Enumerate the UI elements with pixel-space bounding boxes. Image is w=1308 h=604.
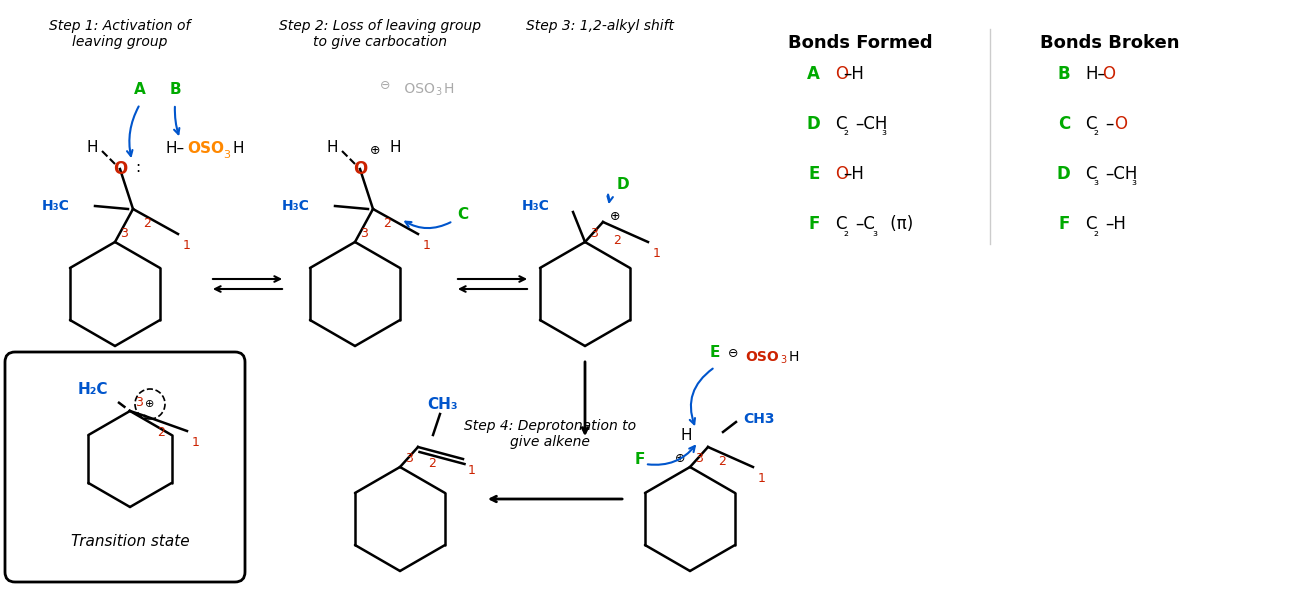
Text: Transition state: Transition state	[71, 535, 190, 550]
Text: H: H	[789, 350, 799, 364]
Text: ⊖: ⊖	[379, 79, 390, 92]
Text: ⊖: ⊖	[729, 347, 739, 360]
Text: H₃C: H₃C	[283, 199, 310, 213]
Text: C: C	[1086, 115, 1096, 133]
Text: :: :	[136, 159, 140, 175]
Text: D: D	[806, 115, 820, 133]
Text: 3: 3	[135, 396, 143, 409]
Text: 2: 2	[613, 234, 621, 247]
Text: ₃: ₃	[1093, 176, 1099, 188]
Text: Step 4: Deprotonation to
give alkene: Step 4: Deprotonation to give alkene	[464, 419, 636, 449]
Text: Step 1: Activation of
leaving group: Step 1: Activation of leaving group	[50, 19, 191, 49]
Text: –: –	[1105, 115, 1114, 133]
Text: O: O	[835, 65, 848, 83]
Text: E: E	[808, 165, 820, 183]
Text: 1: 1	[759, 472, 766, 485]
Text: OSO: OSO	[187, 141, 224, 156]
Text: O: O	[1114, 115, 1127, 133]
Text: –CH: –CH	[855, 115, 888, 133]
Text: –H: –H	[1105, 215, 1126, 233]
Text: ₂: ₂	[1093, 225, 1099, 239]
Text: 3: 3	[436, 87, 441, 97]
Text: 1: 1	[183, 239, 191, 252]
Text: 1: 1	[653, 247, 661, 260]
Text: F: F	[808, 215, 820, 233]
Text: O: O	[835, 165, 848, 183]
Text: 2: 2	[718, 455, 726, 468]
Text: A: A	[807, 65, 820, 83]
Text: 3: 3	[405, 452, 413, 465]
Text: O: O	[353, 160, 368, 178]
Text: CH3: CH3	[743, 412, 774, 426]
Text: 3: 3	[590, 227, 598, 240]
Text: O: O	[1103, 65, 1114, 83]
Text: H₃C: H₃C	[522, 199, 549, 213]
Text: 1: 1	[422, 239, 430, 252]
Text: C: C	[1086, 165, 1096, 183]
Text: –CH: –CH	[1105, 165, 1138, 183]
Text: C: C	[1086, 215, 1096, 233]
Text: E: E	[710, 345, 721, 360]
Text: D: D	[1057, 165, 1070, 183]
Text: OSO: OSO	[400, 82, 434, 96]
Text: ⊕: ⊕	[145, 399, 154, 409]
Text: ₃: ₃	[882, 126, 886, 138]
Text: 2: 2	[428, 457, 436, 470]
Text: H: H	[443, 82, 454, 96]
Text: 2: 2	[143, 217, 150, 230]
Text: 3: 3	[780, 355, 786, 365]
Text: H: H	[680, 428, 692, 443]
Text: H₃C: H₃C	[42, 199, 71, 213]
Text: F: F	[1058, 215, 1070, 233]
Text: H₂C: H₂C	[77, 382, 109, 397]
Text: –H: –H	[844, 165, 865, 183]
Text: H–: H–	[1086, 65, 1105, 83]
Text: ₂: ₂	[844, 126, 849, 138]
Text: Bonds Formed: Bonds Formed	[787, 34, 933, 52]
Text: ⊕: ⊕	[610, 211, 620, 223]
Text: Step 2: Loss of leaving group
to give carbocation: Step 2: Loss of leaving group to give ca…	[279, 19, 481, 49]
Text: Step 3: 1,2-alkyl shift: Step 3: 1,2-alkyl shift	[526, 19, 674, 33]
Text: 1: 1	[468, 464, 476, 477]
Text: (π): (π)	[884, 215, 913, 233]
Text: F: F	[634, 452, 645, 467]
Text: ⊕: ⊕	[675, 452, 685, 466]
Text: CH₃: CH₃	[428, 397, 458, 412]
Text: –H: –H	[844, 65, 865, 83]
Text: 3: 3	[695, 452, 702, 465]
Text: –C: –C	[855, 215, 875, 233]
Text: 3: 3	[120, 227, 128, 240]
Text: 3: 3	[360, 227, 368, 240]
Text: B: B	[1057, 65, 1070, 83]
FancyBboxPatch shape	[5, 352, 245, 582]
Text: 2: 2	[383, 217, 391, 230]
Text: H: H	[326, 140, 337, 155]
Text: H: H	[390, 140, 400, 155]
Text: C: C	[458, 207, 468, 222]
Text: H: H	[86, 140, 98, 155]
Text: ₃: ₃	[872, 225, 878, 239]
Text: 1: 1	[192, 436, 200, 449]
Text: C: C	[835, 215, 846, 233]
Text: Bonds Broken: Bonds Broken	[1040, 34, 1180, 52]
Text: ₃: ₃	[1131, 176, 1137, 188]
Text: A: A	[135, 82, 146, 97]
Text: D: D	[617, 177, 629, 192]
Text: ⊕: ⊕	[370, 144, 381, 158]
Text: C: C	[1058, 115, 1070, 133]
Text: ₂: ₂	[1093, 126, 1099, 138]
Text: O: O	[112, 160, 127, 178]
Text: 3: 3	[222, 150, 230, 160]
Text: OSO: OSO	[746, 350, 778, 364]
Text: H: H	[233, 141, 245, 156]
Text: B: B	[169, 82, 181, 97]
Text: H–: H–	[166, 141, 184, 156]
Text: 2: 2	[157, 426, 165, 439]
Text: ₂: ₂	[844, 225, 849, 239]
Text: C: C	[835, 115, 846, 133]
